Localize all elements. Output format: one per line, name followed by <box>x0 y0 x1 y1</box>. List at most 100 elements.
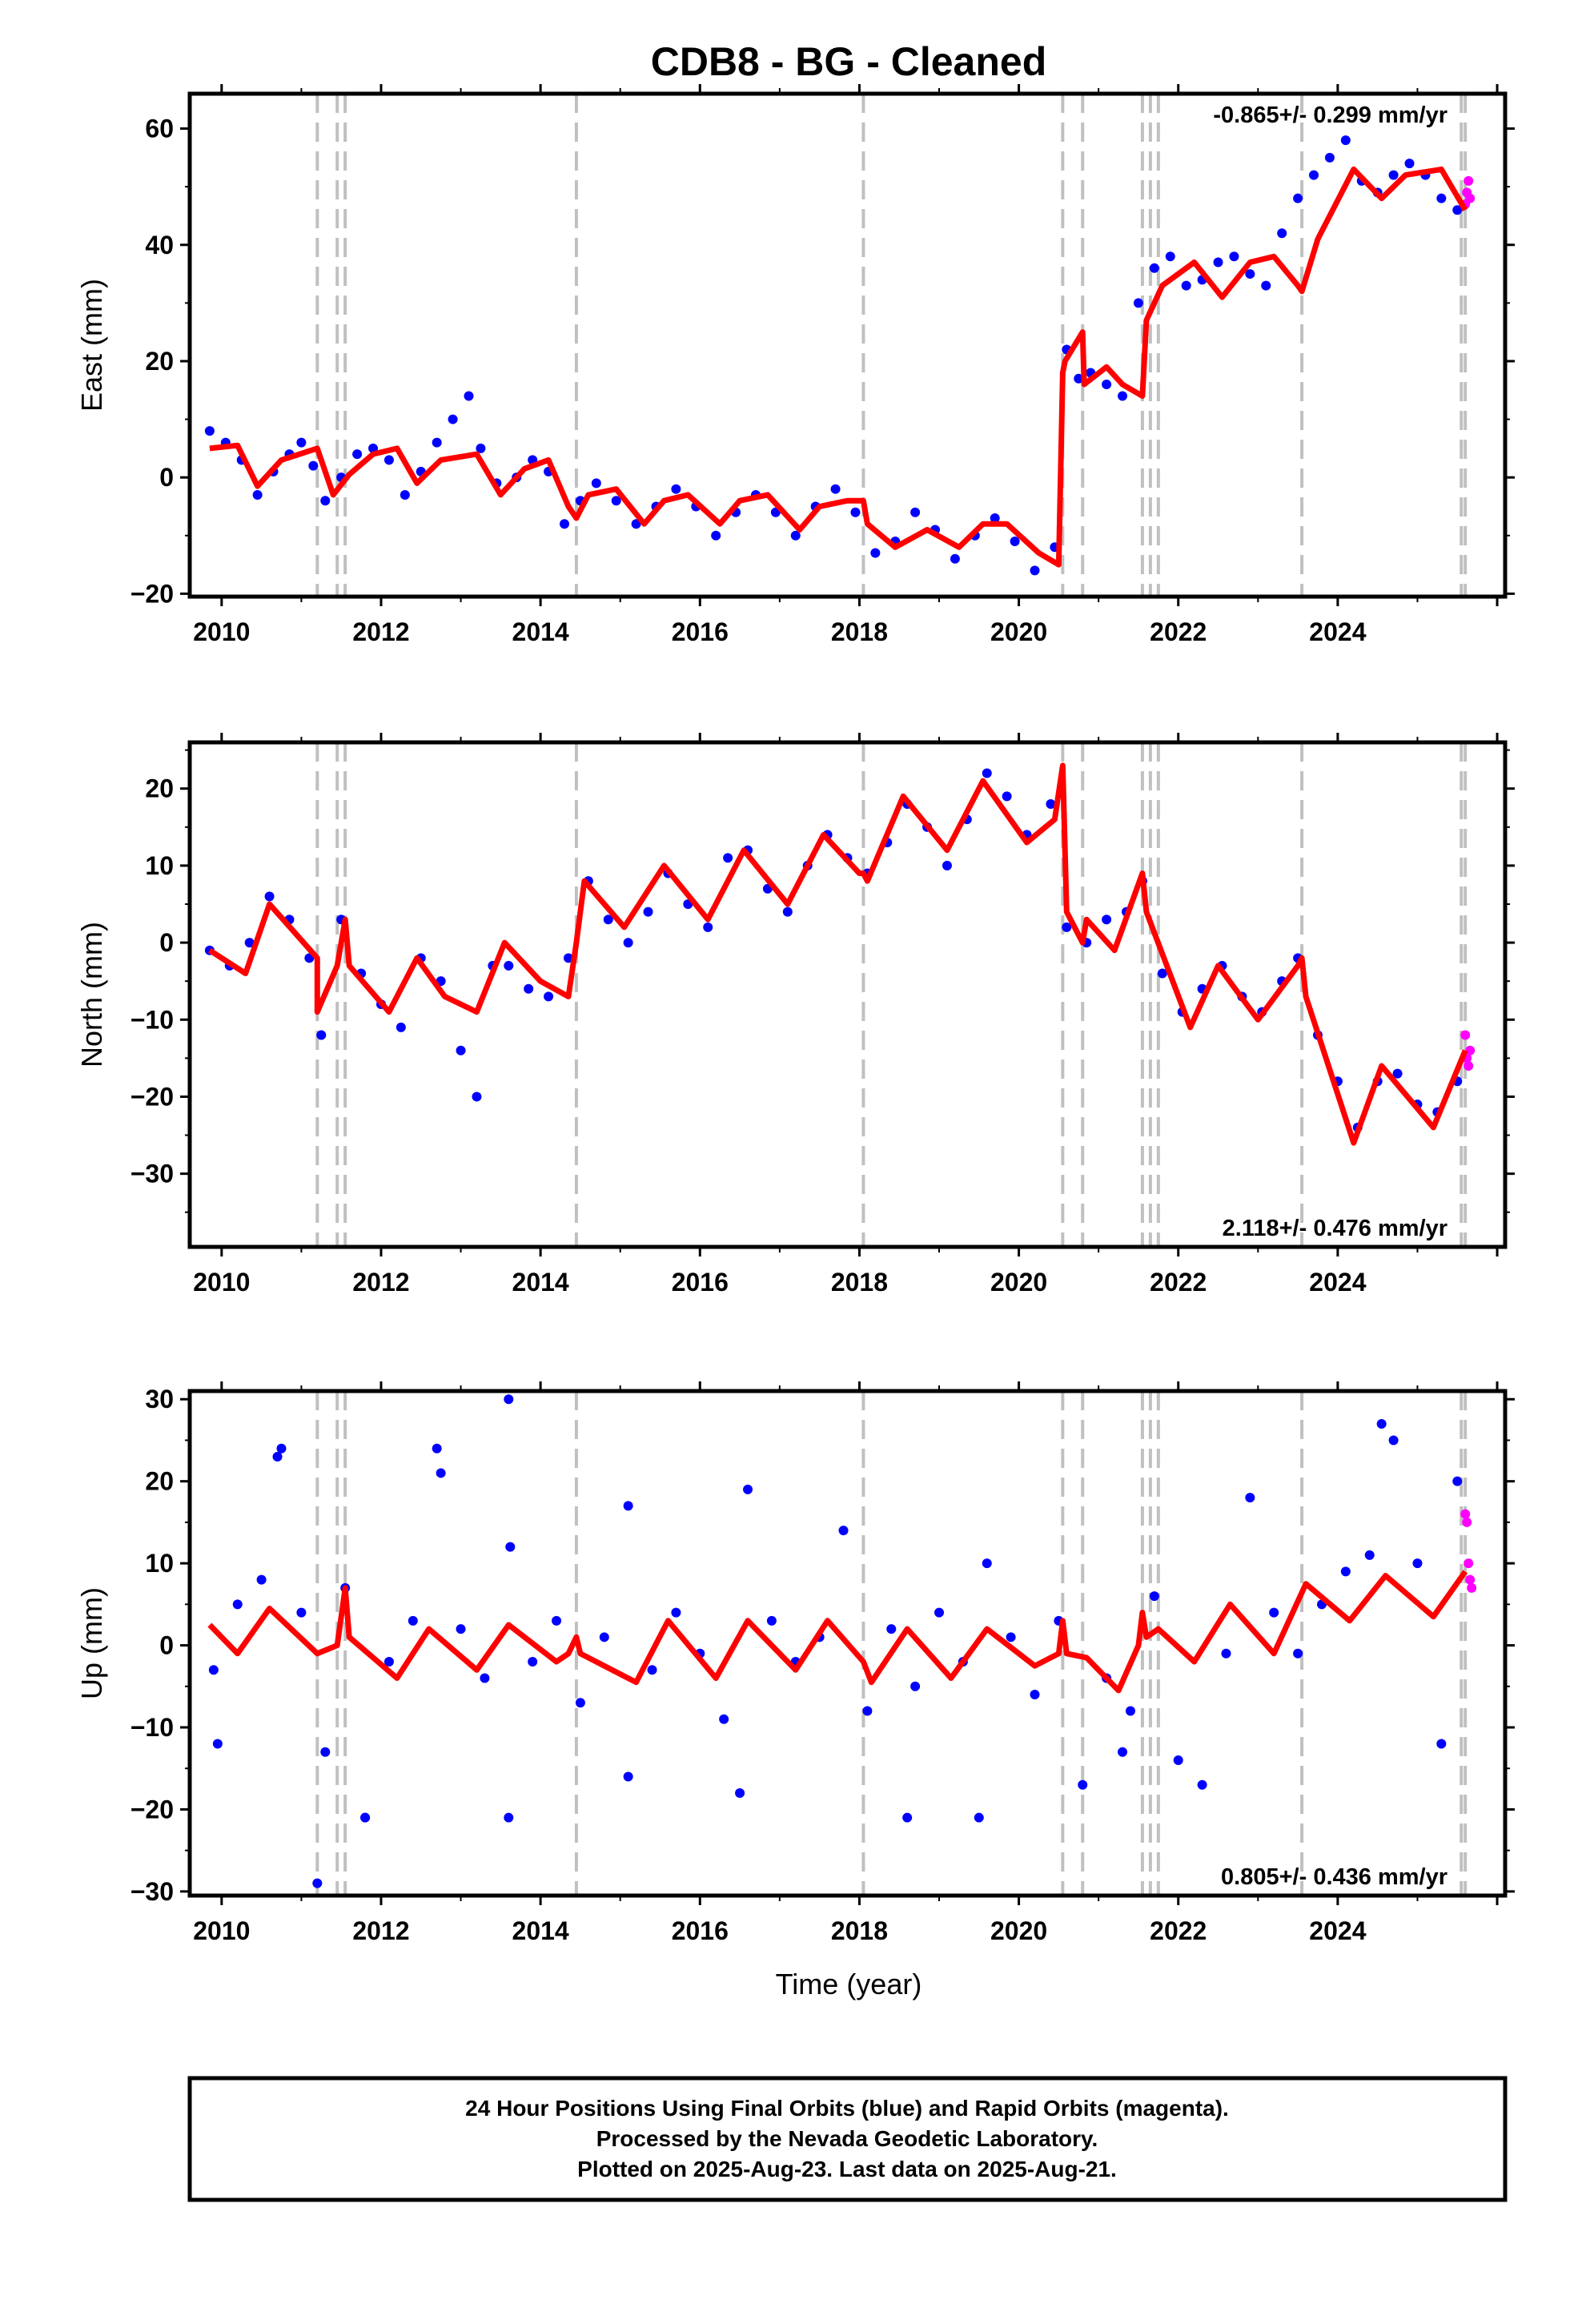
east-final-point <box>1181 280 1191 291</box>
north-final-point <box>623 938 633 948</box>
east-final-point <box>711 530 721 541</box>
up-y-tick-label: −20 <box>130 1795 174 1823</box>
east-final-point <box>1261 280 1271 291</box>
east-final-point <box>1165 251 1175 262</box>
north-final-point <box>316 1030 327 1040</box>
up-final-point <box>1125 1706 1135 1716</box>
up-x-tick-label: 2012 <box>352 1916 409 1945</box>
north-final-point <box>1062 922 1072 932</box>
north-final-point <box>563 953 573 963</box>
up-final-point <box>312 1878 323 1888</box>
up-final-point <box>504 1394 514 1405</box>
north-final-point <box>472 1092 482 1102</box>
up-final-point <box>735 1787 745 1798</box>
up-final-point <box>1245 1493 1255 1503</box>
up-final-point <box>408 1615 418 1626</box>
east-final-point <box>1436 193 1447 203</box>
east-x-tick-label: 2020 <box>990 617 1047 646</box>
up-rapid-point <box>1465 1574 1476 1585</box>
up-final-point <box>1197 1779 1207 1790</box>
up-final-point <box>256 1574 267 1585</box>
up-final-point <box>1452 1476 1463 1486</box>
up-final-point <box>504 1812 514 1823</box>
up-final-point <box>974 1812 984 1823</box>
up-rapid-point <box>1467 1582 1477 1593</box>
north-final-point <box>782 907 793 917</box>
north-final-point <box>1002 791 1012 802</box>
up-final-point <box>360 1812 371 1823</box>
east-final-point <box>611 496 621 506</box>
east-frame <box>187 91 1508 599</box>
footer-box: 24 Hour Positions Using Final Orbits (bl… <box>187 2076 1508 2202</box>
north-final-point <box>244 938 255 948</box>
east-final-point <box>990 513 1000 523</box>
up-y-tick-label: 20 <box>145 1467 174 1496</box>
up-final-point <box>647 1665 657 1675</box>
east-x-tick-label: 2016 <box>672 617 729 646</box>
up-final-point <box>383 1657 394 1667</box>
up-final-point <box>552 1615 562 1626</box>
up-final-point <box>743 1484 753 1494</box>
east-final-point <box>252 489 263 500</box>
east-final-point <box>1213 257 1223 267</box>
up-model-line <box>207 1570 1468 1694</box>
up-final-point <box>623 1771 633 1782</box>
up-final-point <box>838 1526 849 1536</box>
east-final-point <box>400 489 410 500</box>
chart-title: CDB8 - BG - Cleaned <box>651 39 1047 84</box>
footer-line-1: 24 Hour Positions Using Final Orbits (bl… <box>465 2096 1229 2121</box>
north-x-tick-label: 2014 <box>512 1268 569 1297</box>
up-final-point <box>432 1443 442 1454</box>
up-rapid-point <box>1460 1509 1471 1519</box>
north-y-tick-label: 0 <box>159 928 174 957</box>
up-final-point <box>671 1607 681 1618</box>
up-final-point <box>1030 1690 1040 1700</box>
up-final-point <box>1412 1558 1423 1569</box>
east-final-point <box>1404 159 1415 169</box>
up-final-point <box>1293 1648 1303 1659</box>
east-model-line <box>209 166 1468 568</box>
up-final-point <box>272 1451 283 1462</box>
up-final-point <box>1436 1739 1447 1749</box>
up-x-tick-label: 2016 <box>672 1916 729 1945</box>
east-final-point <box>308 460 319 471</box>
up-final-point <box>1376 1418 1387 1429</box>
up-final-point <box>276 1443 287 1454</box>
east-final-point <box>560 519 570 529</box>
footer-line-2: Processed by the Nevada Geodetic Laborat… <box>596 2126 1098 2151</box>
east-panel: −20 0 20 40 60 2010 2012 2014 2016 2018 2020 2022 20… <box>75 84 1515 646</box>
east-final-point <box>1324 152 1335 163</box>
north-final-point <box>1046 798 1056 809</box>
up-final-point <box>296 1607 307 1618</box>
up-final-point <box>766 1615 777 1626</box>
up-final-point <box>575 1698 585 1708</box>
up-y-tick-label: 0 <box>159 1631 174 1660</box>
up-final-point <box>232 1599 243 1610</box>
east-final-point <box>296 437 307 448</box>
up-frame <box>187 1389 1508 1898</box>
east-final-point <box>352 449 363 460</box>
north-final-point <box>264 891 275 902</box>
up-final-point <box>1364 1550 1375 1560</box>
east-x-tick-label: 2024 <box>1309 617 1366 646</box>
north-model-line <box>208 762 1468 1146</box>
north-rapid-point <box>1460 1030 1471 1040</box>
north-final-point <box>603 915 613 925</box>
up-final-point <box>1173 1755 1183 1765</box>
up-final-point <box>208 1665 219 1675</box>
east-final-point <box>1245 269 1255 279</box>
up-rapid-point <box>1464 1558 1474 1569</box>
up-x-tick-label: 2010 <box>193 1916 250 1945</box>
east-final-point <box>591 478 601 489</box>
east-rapid-point <box>1465 193 1476 203</box>
up-final-point <box>1340 1566 1351 1577</box>
up-final-point <box>1149 1591 1159 1602</box>
east-final-point <box>1010 537 1020 547</box>
north-final-point <box>723 853 733 863</box>
north-final-point <box>982 768 992 778</box>
footer-frame <box>187 2076 1508 2202</box>
up-final-point <box>1078 1779 1088 1790</box>
east-final-point <box>464 391 474 401</box>
east-final-point <box>432 437 442 448</box>
up-y-axis-label: Up (mm) <box>75 1587 108 1699</box>
